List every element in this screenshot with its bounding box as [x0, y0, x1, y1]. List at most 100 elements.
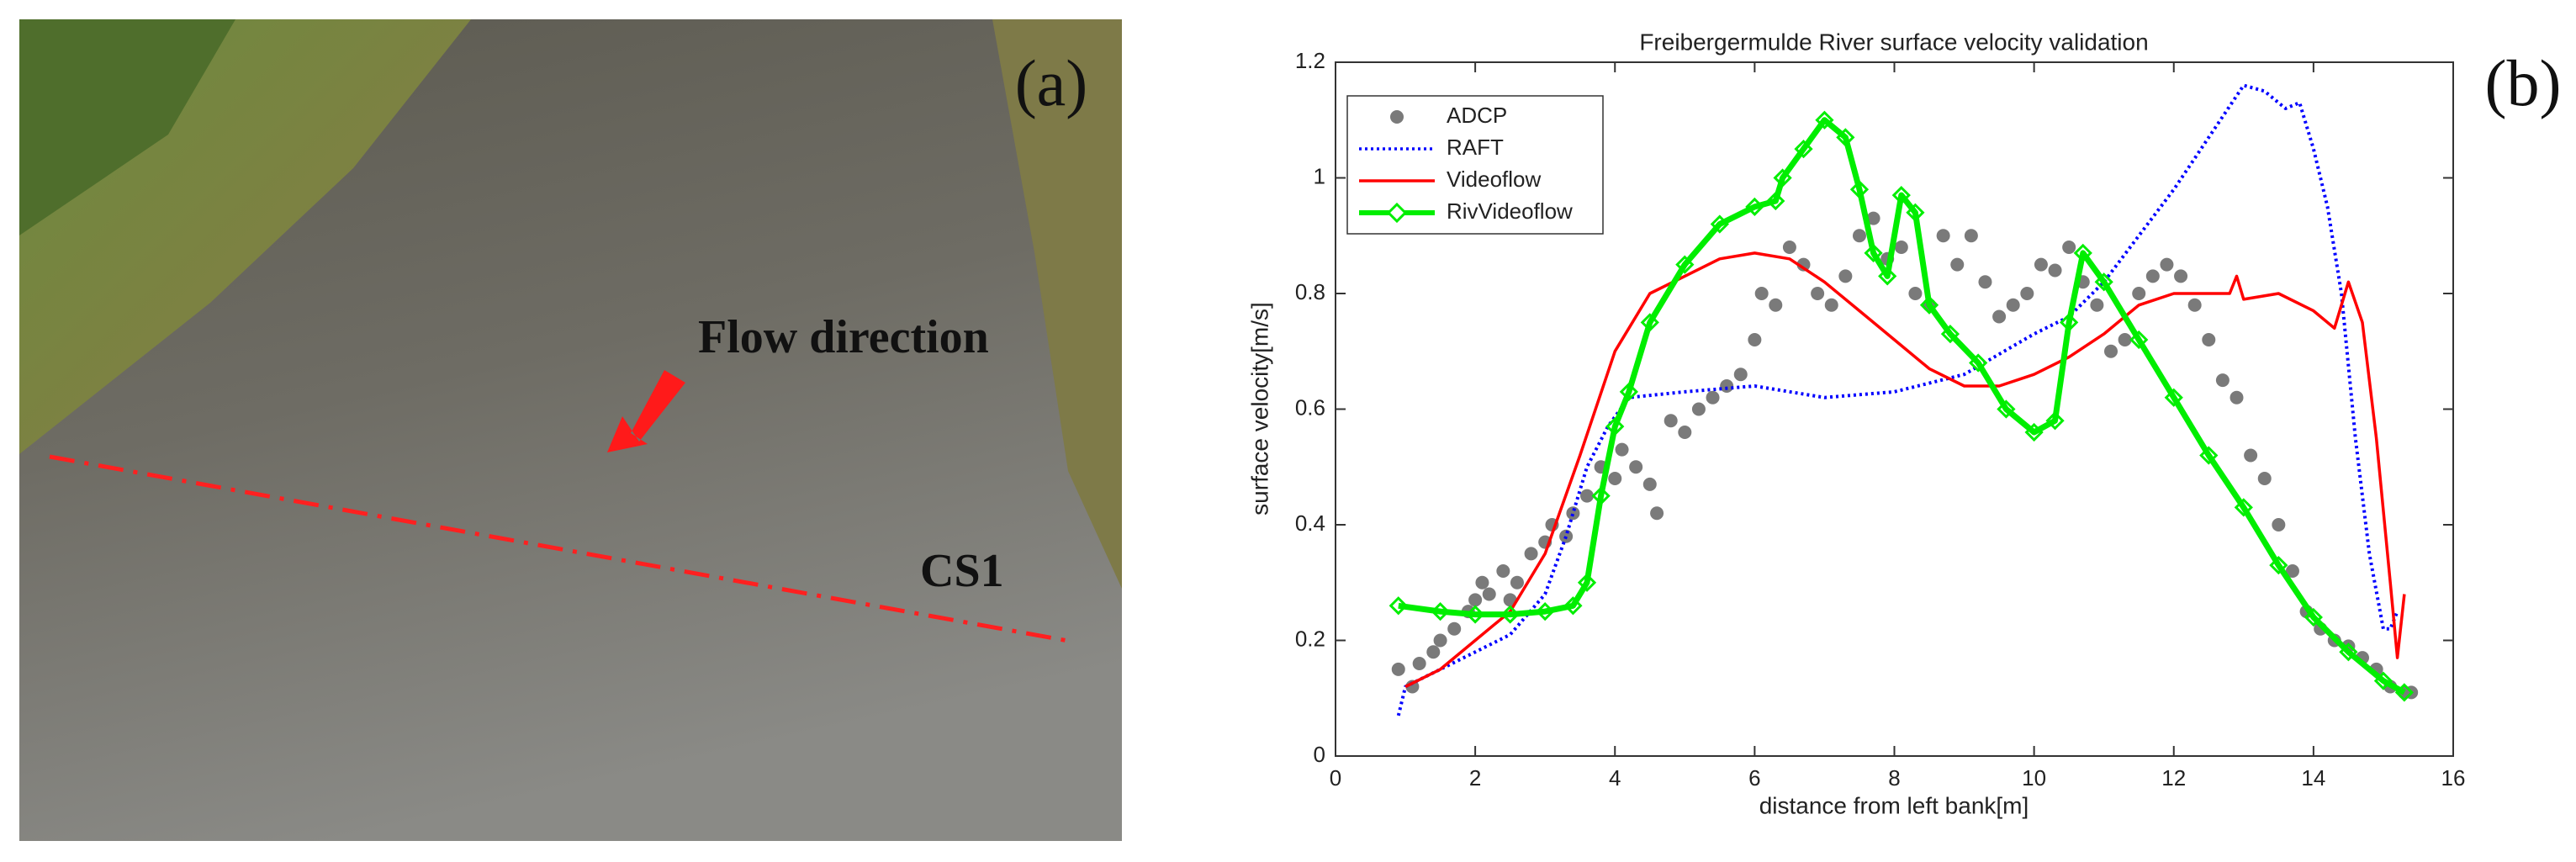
data-point: [1773, 168, 1792, 188]
data-point: [2129, 330, 2149, 350]
data-point: [2269, 556, 2288, 575]
data-point: [1591, 486, 1611, 505]
y-tick-label: 1.2: [1295, 48, 1325, 73]
axes-frame: [1335, 61, 2454, 757]
data-point: [2304, 607, 2323, 627]
data-point: [1908, 287, 1923, 300]
data-point: [1754, 287, 1769, 300]
data-point: [1431, 602, 1450, 621]
data-point: [1496, 564, 1510, 578]
data-point: [1906, 203, 1925, 222]
x-tick-label: 10: [2022, 765, 2046, 791]
data-point: [2230, 390, 2244, 405]
data-point: [1629, 460, 1643, 474]
data-point: [2199, 446, 2219, 465]
data-point: [1559, 529, 1574, 543]
data-point: [1678, 426, 1692, 439]
photo: (a) Flow direction CS1: [19, 19, 1122, 841]
data-point: [1720, 379, 1734, 393]
data-point: [2090, 298, 2104, 312]
data-point: [1782, 241, 1796, 254]
x-tick-label: 4: [1609, 765, 1621, 791]
data-point: [1536, 602, 1555, 621]
data-point: [1815, 110, 1834, 130]
data-point: [2272, 518, 2286, 531]
data-point: [2215, 373, 2230, 388]
x-tick-label: 0: [1330, 765, 1341, 791]
data-point: [1811, 287, 1825, 300]
data-point: [2339, 643, 2358, 662]
data-point: [2244, 448, 2258, 463]
data-point: [1997, 399, 2016, 419]
series-line: [1398, 117, 2406, 695]
data-point: [2234, 498, 2253, 517]
panel-label: (a): [1015, 46, 1088, 119]
y-tick-label: 0: [1314, 742, 1325, 767]
data-point: [1964, 229, 1978, 243]
data-point: [1940, 325, 1960, 344]
data-point: [1426, 645, 1441, 659]
data-point: [1838, 269, 1853, 283]
data-point: [1650, 506, 1664, 521]
data-point: [1447, 621, 1462, 636]
panel-label: (b): [2485, 46, 2562, 119]
data-point: [2187, 298, 2202, 312]
legend-label: Videoflow: [1447, 167, 1541, 192]
data-point: [1500, 605, 1520, 624]
data-point: [2034, 257, 2048, 272]
x-tick-label: 16: [2441, 765, 2466, 791]
data-point: [1619, 382, 1638, 401]
data-point: [1664, 414, 1678, 428]
data-point: [1978, 275, 1992, 289]
data-point: [1710, 214, 1729, 234]
data-point: [1510, 575, 1524, 590]
data-point: [1864, 243, 1883, 262]
data-point: [1524, 547, 1538, 561]
data-point: [1577, 573, 1597, 592]
data-point: [2132, 287, 2146, 300]
data-point: [1733, 368, 1748, 382]
chart-title: Freibergermulde River surface velocity v…: [1639, 29, 2148, 55]
data-point: [1950, 257, 1965, 272]
data-point: [1605, 417, 1625, 436]
data-point: [2145, 269, 2160, 283]
x-tick-label: 14: [2301, 765, 2325, 791]
data-point: [1563, 596, 1583, 616]
data-point: [1969, 353, 1988, 373]
data-point: [1580, 489, 1595, 503]
x-tick-label: 6: [1748, 765, 1760, 791]
data-point: [1468, 593, 1483, 607]
y-tick-label: 1: [1314, 163, 1325, 188]
data-point: [1466, 605, 1485, 624]
data-point: [1852, 229, 1866, 243]
data-point: [2373, 671, 2394, 690]
data-point: [2174, 269, 2188, 283]
series-line: [1396, 83, 2399, 717]
data-point: [1389, 596, 1408, 616]
data-point: [1849, 180, 1870, 199]
data-point: [1412, 657, 1426, 670]
data-point: [1433, 633, 1447, 648]
flow-arrow: [607, 370, 685, 452]
data-point: [2062, 241, 2076, 254]
trees: [19, 19, 235, 235]
arrow-label: Flow direction: [698, 311, 989, 363]
y-tick-label: 0.4: [1295, 510, 1325, 536]
data-point: [1794, 140, 1813, 159]
data-point: [2257, 472, 2272, 485]
data-point: [2285, 564, 2299, 578]
data-point: [1836, 128, 1855, 147]
legend-symbol: [1390, 110, 1404, 124]
y-axis-label: surface velocity[m/s]: [1246, 302, 1272, 516]
legend-label: RAFT: [1447, 135, 1504, 160]
data-point: [1691, 402, 1706, 416]
data-point: [1878, 267, 1897, 286]
data-point: [1675, 255, 1695, 274]
section-label: CS1: [920, 545, 1004, 597]
data-point: [1824, 298, 1838, 312]
x-tick-label: 8: [1888, 765, 1900, 791]
data-point: [1919, 295, 1939, 315]
data-point: [1482, 587, 1496, 601]
cross-section-line: [49, 454, 1069, 643]
